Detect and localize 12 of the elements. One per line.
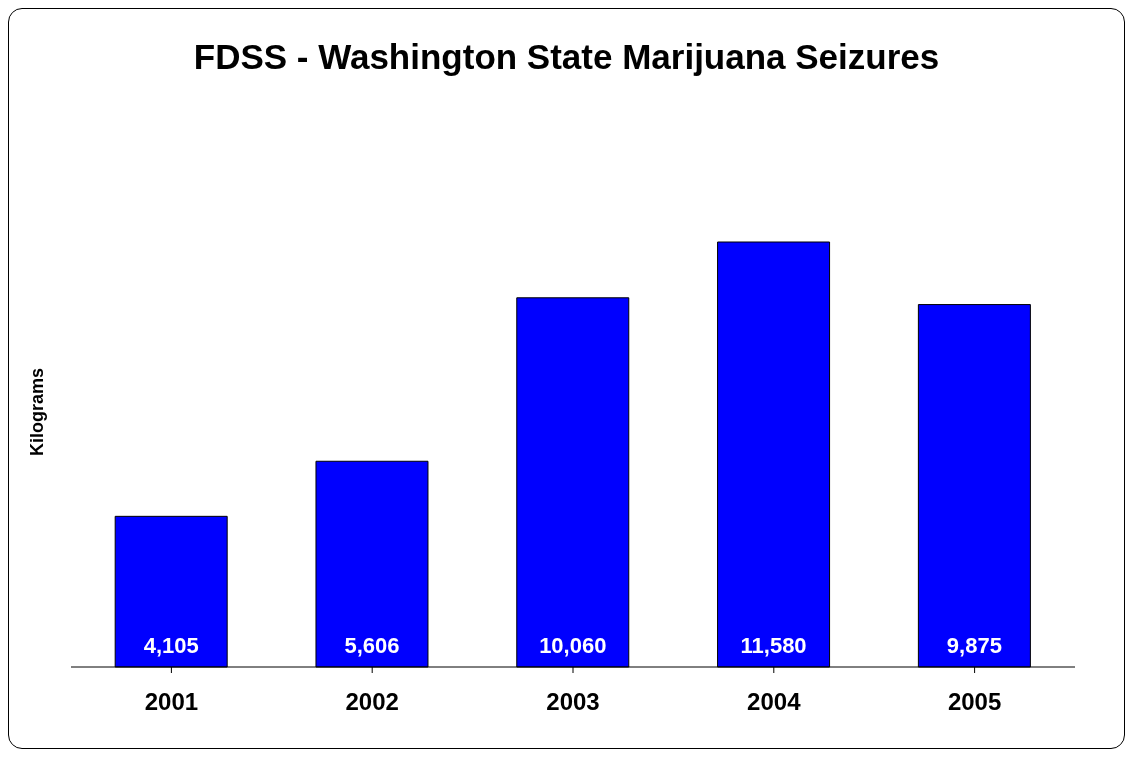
data-label: 9,875 <box>946 633 1002 658</box>
x-tick-label: 2001 <box>144 688 199 716</box>
data-label: 11,580 <box>740 633 807 658</box>
x-tick-label: 2004 <box>747 688 802 716</box>
x-tick-label: 2005 <box>947 688 1002 716</box>
data-label: 10,060 <box>539 633 607 658</box>
data-label: 5,606 <box>344 633 400 658</box>
x-tick-label: 2002 <box>345 688 399 716</box>
x-tick-label: 2003 <box>546 688 600 716</box>
y-axis-title: Kilograms <box>27 367 48 457</box>
data-label: 4,105 <box>143 633 199 658</box>
chart-title: FDSS - Washington State Marijuana Seizures <box>192 37 941 78</box>
